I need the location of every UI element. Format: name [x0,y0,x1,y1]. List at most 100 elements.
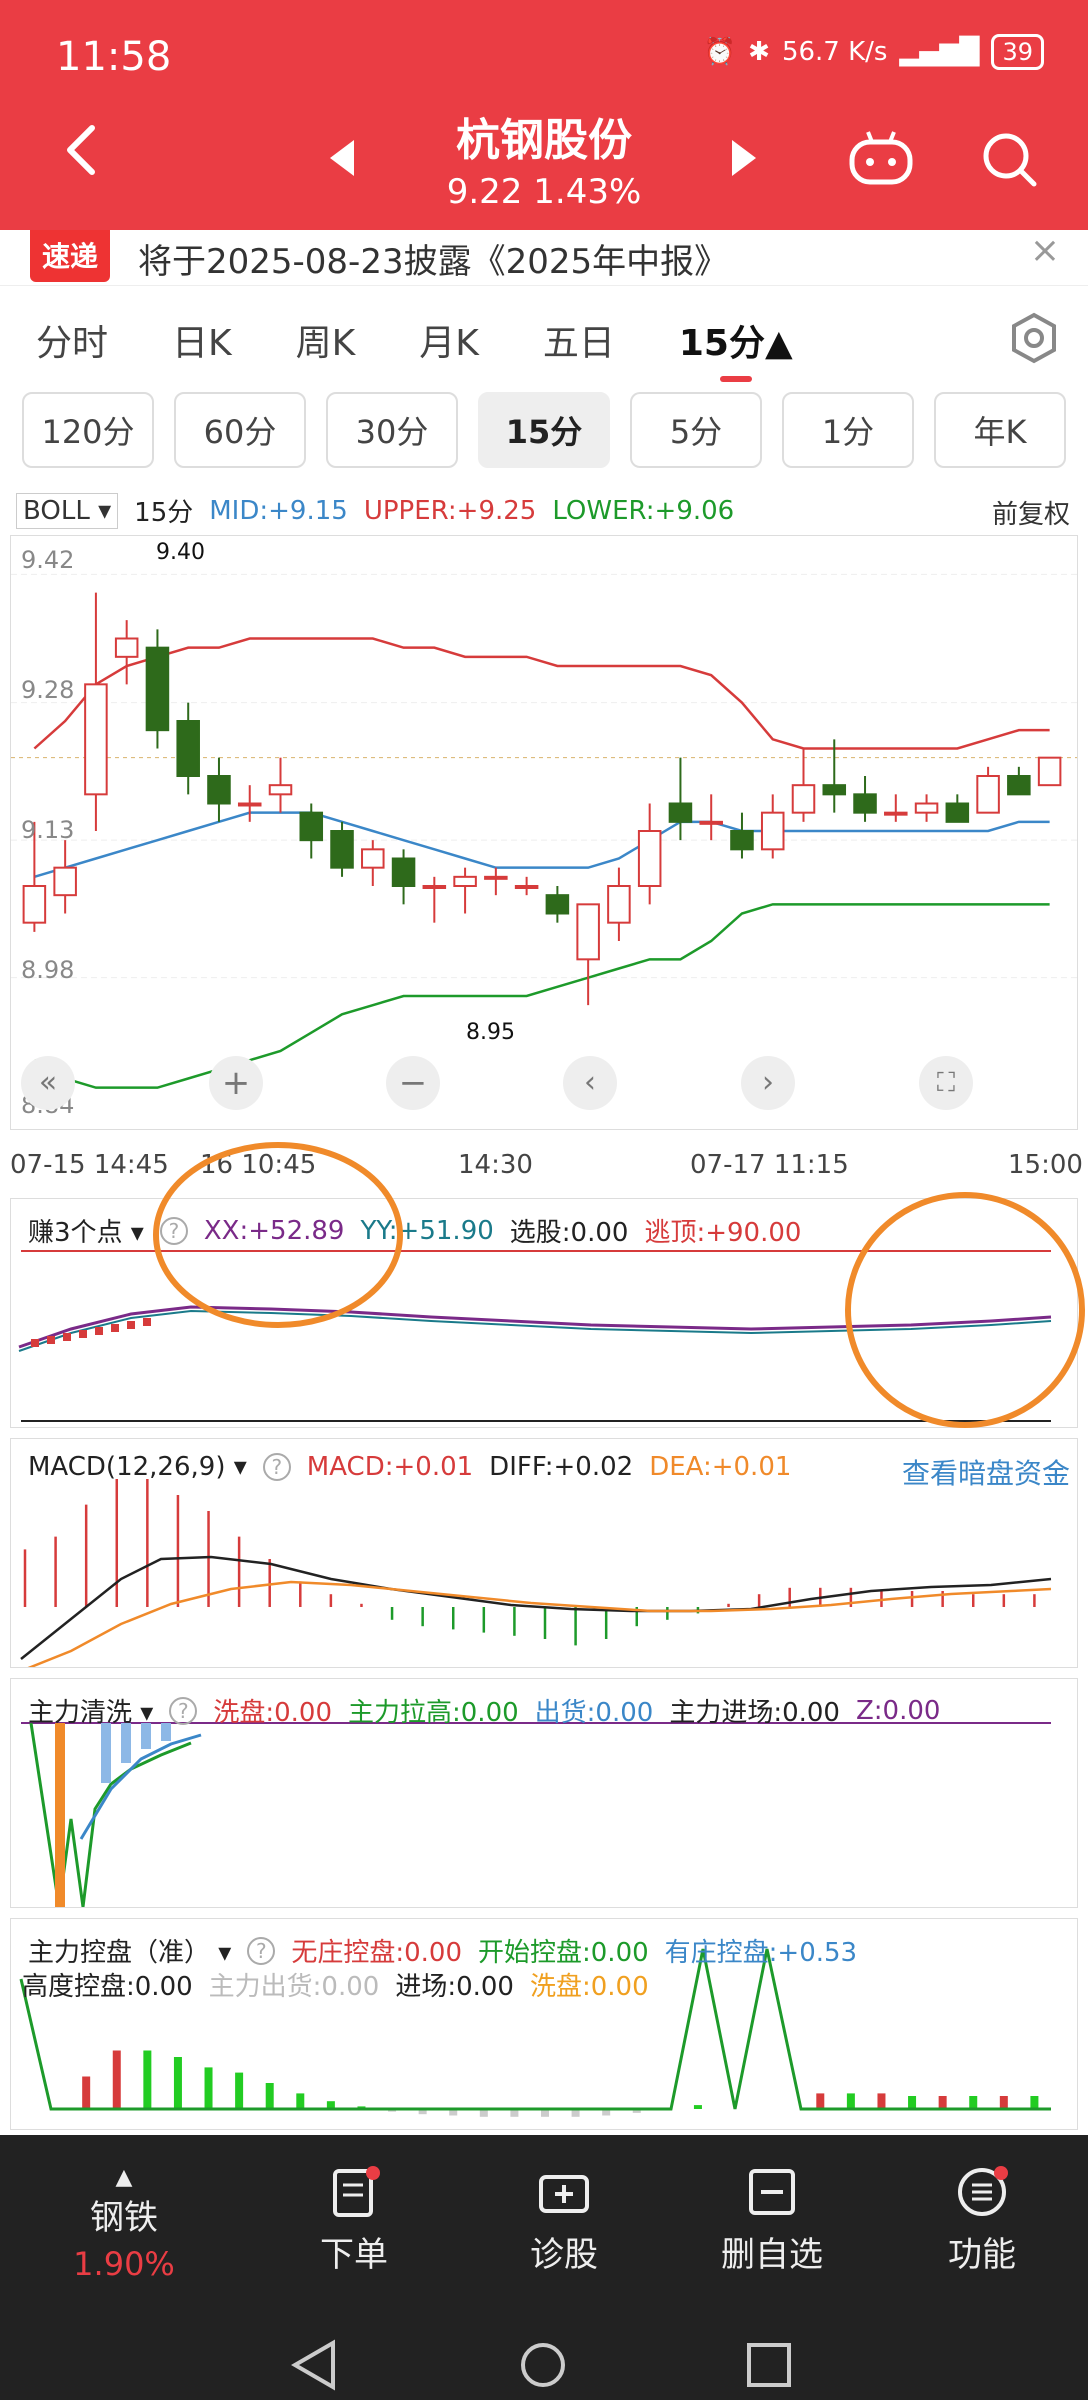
settings-icon[interactable] [1008,312,1060,364]
dark-pool-link[interactable]: 查看暗盘资金 [901,1457,1070,1490]
candle-body [361,848,385,869]
tab-daily[interactable]: 日K [172,323,232,364]
kline-chart[interactable] [11,536,1077,1129]
prev-stock-button[interactable] [330,140,354,176]
candle-body [176,720,200,777]
tab-five-day[interactable]: 五日 [542,323,615,364]
indicator4-name: 主力控盘（准） [28,1938,211,1968]
tab-intraday[interactable]: 分时 [36,323,109,364]
announcement-bar[interactable]: 速递 将于2025-08-23披露《2025年中报》 × [0,230,1088,286]
candle-body [1007,775,1031,796]
diff-line [20,1555,1052,1660]
signal-mark [63,1333,71,1341]
subtab-30min[interactable]: 30分 [326,392,458,468]
subtab-1min[interactable]: 1分 [782,392,914,468]
nav-diagnose[interactable]: 诊股 [484,2165,644,2276]
yy-line [18,1309,1052,1352]
tab-weekly[interactable]: 周K [295,323,356,364]
kline-panel[interactable]: 9.42 9.28 9.13 8.98 8.84 9.40 8.95 « + −… [10,535,1078,1130]
nav-remove-label: 删自选 [721,2235,823,2275]
menu-icon [958,2166,1008,2216]
candle-body [268,784,293,796]
fullscreen-icon[interactable]: ⛶ [919,1056,973,1110]
subtab-15min[interactable]: 15分 [478,392,610,468]
macd-panel[interactable] [10,1438,1078,1673]
chevron-up-icon: ▲ [115,2165,133,2190]
xx-line [18,1305,1052,1349]
help-icon[interactable]: ? [159,1216,188,1245]
indicator4-jc: 进场:0.00 [395,1972,514,2002]
nav-remove-watchlist[interactable]: 删自选 [692,2165,852,2276]
boll-selector[interactable]: BOLL ▾ [16,492,119,529]
candle-body [114,637,139,658]
indicator3-chart [21,1722,1051,1908]
indicator1-panel[interactable] [10,1198,1078,1428]
robot-assistant-icon[interactable] [846,128,916,188]
macd-selector[interactable]: MACD(12,26,9) ▾ [28,1452,247,1482]
indicator4-panel[interactable] [10,1918,1078,2130]
indicator3-selector[interactable]: 主力清洗 ▾ [28,1698,154,1728]
alarm-icon: ⏰ [703,37,737,67]
high-annotation: 9.40 [156,540,205,565]
candle-body [1037,756,1062,787]
low-annotation: 8.95 [466,1020,515,1045]
help-icon[interactable]: ? [247,1936,276,1965]
signal-mark [111,1324,119,1332]
indicator1-selector[interactable]: 赚3个点 ▾ [28,1218,144,1248]
candle-body [637,830,662,887]
boll-period: 15分 [134,498,194,528]
tab-15min[interactable]: 15分▲ [679,314,793,382]
indicator1-name: 赚3个点 [28,1218,123,1248]
control-bar [999,2096,1008,2109]
indicator1-td: 逃顶:+90.00 [644,1218,802,1248]
announcement-text[interactable]: 将于2025-08-23披露《2025年中报》 [138,242,729,282]
indicator4-selector[interactable]: 主力控盘（准） ▾ [28,1938,232,1968]
macd-legend: MACD(12,26,9) ▾ ? MACD:+0.01 DIFF:+0.02 … [28,1452,791,1482]
subtab-120min[interactable]: 120分 [22,392,154,468]
signal-mark [47,1336,55,1344]
close-icon[interactable]: × [1029,230,1060,271]
search-icon[interactable] [978,128,1040,190]
subtab-60min[interactable]: 60分 [174,392,306,468]
shipment-bar [141,1723,151,1749]
control-bar [82,2076,91,2109]
control-bar [938,2096,947,2109]
candle-body [422,885,447,889]
nav-functions[interactable]: 功能 [902,2165,1062,2276]
indicator3-name: 主力清洗 [28,1698,133,1728]
boll-lower: LOWER:+9.06 [552,495,735,526]
system-recents-icon[interactable] [747,2343,791,2387]
candle-body [976,775,1000,814]
period-tabs: 分时 日K 周K 月K 五日 15分▲ [0,300,1088,382]
tab-monthly[interactable]: 月K [419,323,479,364]
boll-upper: UPPER:+9.25 [363,495,537,526]
system-back-icon[interactable] [291,2339,335,2391]
control-bar [449,2109,458,2116]
nav-order[interactable]: 下单 [274,2165,434,2276]
back-icon[interactable] [54,120,114,180]
rewind-icon[interactable]: « [21,1056,75,1110]
help-icon[interactable]: ? [169,1696,198,1725]
zoom-out-icon[interactable]: − [386,1056,440,1110]
indicator3-legend: 主力清洗 ▾ ? 洗盘:0.00 主力拉高:0.00 出货:0.00 主力进场:… [28,1692,940,1729]
scroll-right-icon[interactable]: › [741,1056,795,1110]
help-icon[interactable]: ? [262,1453,291,1481]
subtab-5min[interactable]: 5分 [630,392,762,468]
shipment-bar [101,1723,111,1783]
next-stock-button[interactable] [732,140,756,176]
indicator4-ks: 开始控盘:0.00 [478,1938,649,1968]
indicator1-xx: XX:+52.89 [203,1215,345,1246]
zoom-in-icon[interactable]: + [209,1056,263,1110]
adjust-mode[interactable]: 前复权 [991,500,1070,530]
candle-body [791,784,816,814]
nav-industry[interactable]: ▲ 钢铁 1.90% [44,2165,204,2283]
control-bar [173,2057,182,2109]
candle-body [453,875,477,888]
scroll-left-icon[interactable]: ‹ [563,1056,617,1110]
control-line [19,1948,1051,2111]
candle-body [545,894,570,915]
subtab-yearly[interactable]: 年K [934,392,1066,468]
order-icon [333,2166,380,2217]
system-home-icon[interactable] [521,2343,565,2387]
control-bar [204,2067,213,2109]
